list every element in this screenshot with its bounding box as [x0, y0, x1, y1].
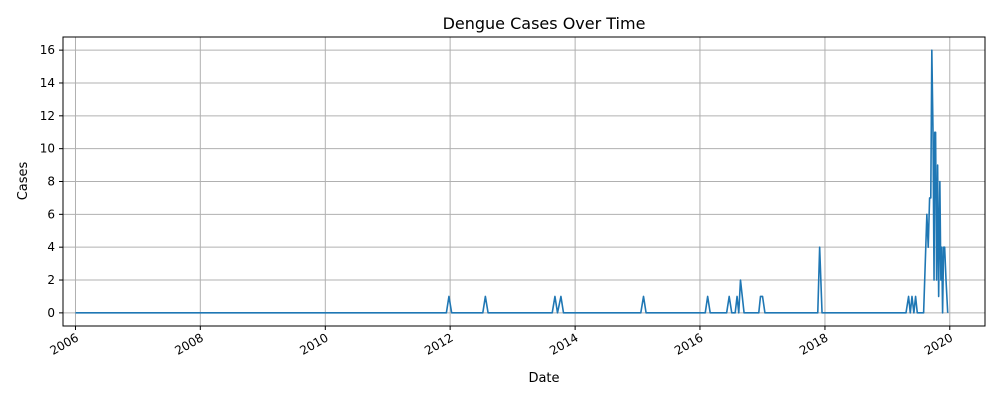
y-tick-label-14: 14 — [40, 76, 55, 90]
x-axis-label: Date — [528, 371, 559, 386]
y-tick-label-8: 8 — [47, 175, 55, 189]
gridlines — [63, 37, 985, 326]
y-tick-label-2: 2 — [47, 273, 55, 287]
series-line-0 — [75, 49, 949, 314]
chart-title: Dengue Cases Over Time — [443, 14, 646, 33]
y-tick-label-6: 6 — [47, 207, 55, 221]
y-tick-label-10: 10 — [40, 142, 55, 156]
y-tick-label-12: 12 — [40, 109, 55, 123]
y-tick-label-0: 0 — [47, 306, 55, 320]
y-tick-label-16: 16 — [40, 43, 55, 57]
y-tick-label-4: 4 — [47, 240, 55, 254]
series-layer — [75, 49, 949, 314]
y-axis-label: Cases — [16, 161, 31, 200]
